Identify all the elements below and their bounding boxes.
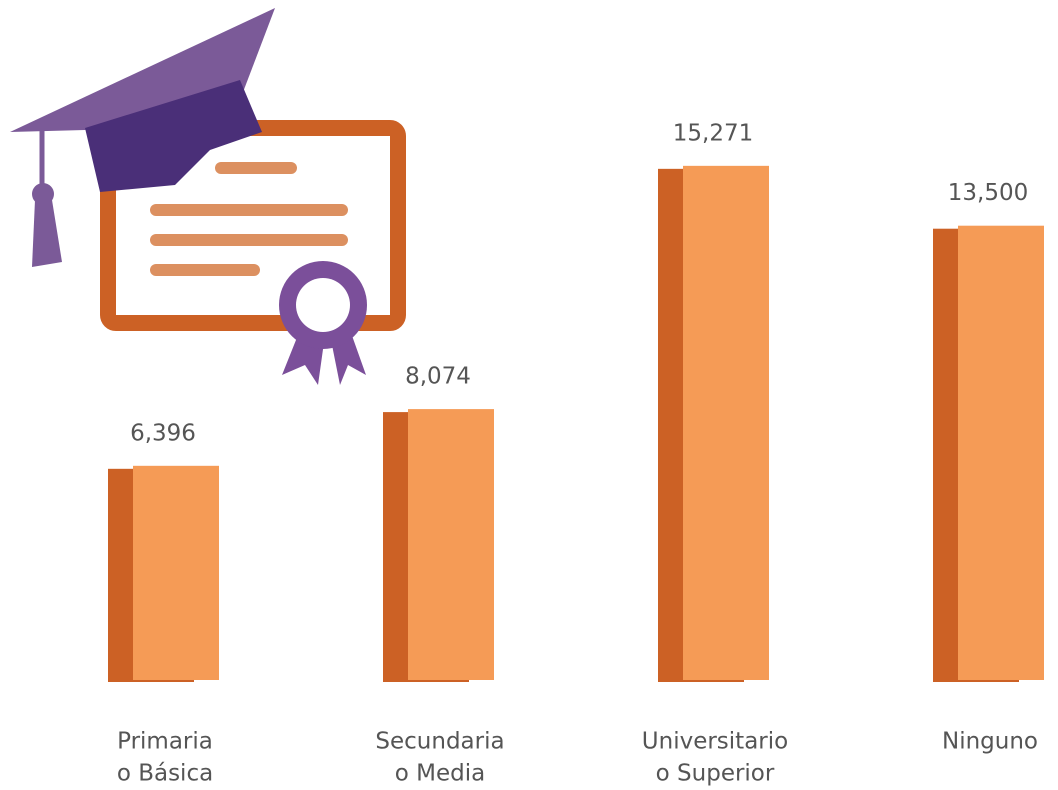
x-tick-label: Primaria: [117, 729, 213, 755]
diploma-icon: [10, 8, 406, 385]
bar: [958, 225, 1044, 680]
value-label: 8,074: [405, 364, 471, 390]
value-label: 13,500: [948, 180, 1028, 206]
x-tick-label: o Superior: [656, 761, 775, 787]
value-label: 6,396: [130, 420, 196, 446]
x-tick-label: o Media: [395, 761, 485, 787]
bar: [133, 465, 219, 680]
x-tick-label: Ninguno: [942, 729, 1038, 755]
value-label: 15,271: [673, 120, 753, 146]
bar: [408, 409, 494, 680]
bar: [683, 165, 769, 680]
x-tick-label: Secundaria: [375, 729, 504, 755]
x-tick-label: Universitario: [642, 729, 788, 755]
x-tick-label: o Básica: [117, 761, 213, 787]
